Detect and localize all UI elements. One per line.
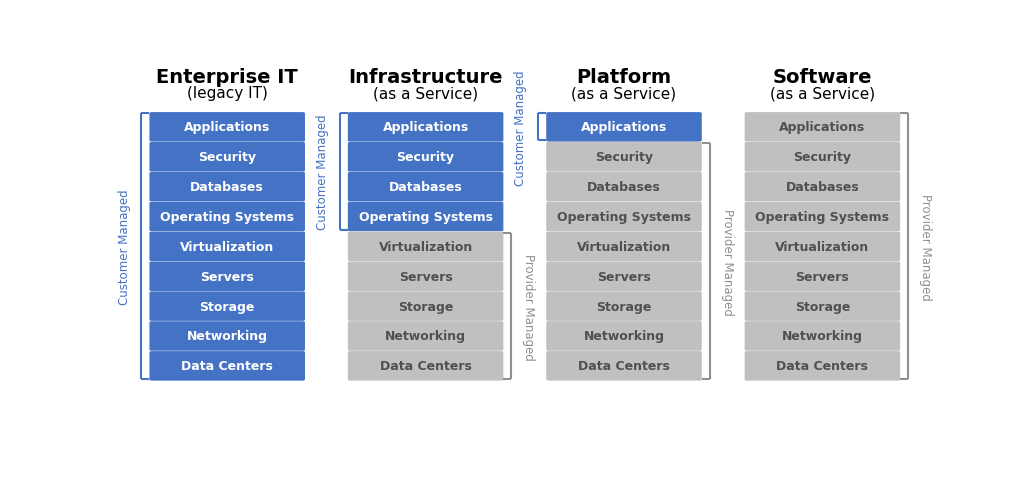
- FancyBboxPatch shape: [546, 202, 701, 232]
- Text: Servers: Servers: [201, 270, 254, 283]
- Text: Networking: Networking: [186, 330, 267, 343]
- Text: Databases: Databases: [389, 181, 463, 194]
- Text: Applications: Applications: [779, 121, 865, 134]
- FancyBboxPatch shape: [150, 143, 305, 172]
- FancyBboxPatch shape: [348, 292, 504, 321]
- Text: Networking: Networking: [782, 330, 863, 343]
- Text: Networking: Networking: [385, 330, 466, 343]
- FancyBboxPatch shape: [744, 321, 900, 351]
- Text: Security: Security: [595, 151, 653, 164]
- FancyBboxPatch shape: [744, 292, 900, 321]
- FancyBboxPatch shape: [744, 202, 900, 232]
- FancyBboxPatch shape: [546, 143, 701, 172]
- Text: Security: Security: [396, 151, 455, 164]
- FancyBboxPatch shape: [150, 351, 305, 381]
- FancyBboxPatch shape: [348, 232, 504, 261]
- FancyBboxPatch shape: [546, 113, 701, 142]
- Text: Virtualization: Virtualization: [577, 241, 671, 253]
- FancyBboxPatch shape: [150, 262, 305, 291]
- Text: Data Centers: Data Centers: [579, 360, 670, 373]
- Text: Platform: Platform: [577, 67, 672, 86]
- Text: Operating Systems: Operating Systems: [557, 211, 691, 224]
- FancyBboxPatch shape: [150, 202, 305, 232]
- FancyBboxPatch shape: [348, 143, 504, 172]
- Text: Databases: Databases: [190, 181, 264, 194]
- Text: Applications: Applications: [581, 121, 667, 134]
- Text: Databases: Databases: [785, 181, 859, 194]
- Text: Servers: Servers: [597, 270, 651, 283]
- FancyBboxPatch shape: [546, 321, 701, 351]
- Text: Virtualization: Virtualization: [180, 241, 274, 253]
- Text: Storage: Storage: [200, 300, 255, 313]
- Text: (as a Service): (as a Service): [571, 86, 677, 101]
- Text: Provider Managed: Provider Managed: [920, 194, 932, 300]
- Text: Storage: Storage: [398, 300, 454, 313]
- FancyBboxPatch shape: [546, 232, 701, 261]
- Text: Networking: Networking: [584, 330, 665, 343]
- Text: Infrastructure: Infrastructure: [348, 67, 503, 86]
- Text: Software: Software: [773, 67, 872, 86]
- FancyBboxPatch shape: [150, 292, 305, 321]
- Text: Customer Managed: Customer Managed: [118, 189, 130, 304]
- Text: Servers: Servers: [796, 270, 849, 283]
- FancyBboxPatch shape: [348, 113, 504, 142]
- Text: Security: Security: [199, 151, 256, 164]
- Text: Operating Systems: Operating Systems: [756, 211, 890, 224]
- Text: Customer Managed: Customer Managed: [316, 115, 329, 230]
- FancyBboxPatch shape: [744, 262, 900, 291]
- Text: Virtualization: Virtualization: [379, 241, 473, 253]
- FancyBboxPatch shape: [546, 172, 701, 202]
- Text: Provider Managed: Provider Managed: [721, 209, 733, 315]
- Text: Customer Managed: Customer Managed: [514, 70, 527, 185]
- Text: Data Centers: Data Centers: [776, 360, 868, 373]
- Text: Databases: Databases: [587, 181, 660, 194]
- Text: Data Centers: Data Centers: [181, 360, 273, 373]
- Text: Servers: Servers: [398, 270, 453, 283]
- FancyBboxPatch shape: [150, 232, 305, 261]
- FancyBboxPatch shape: [546, 262, 701, 291]
- FancyBboxPatch shape: [744, 232, 900, 261]
- FancyBboxPatch shape: [150, 172, 305, 202]
- FancyBboxPatch shape: [348, 172, 504, 202]
- FancyBboxPatch shape: [348, 351, 504, 381]
- Text: Storage: Storage: [596, 300, 651, 313]
- Text: Virtualization: Virtualization: [775, 241, 869, 253]
- Text: (as a Service): (as a Service): [373, 86, 478, 101]
- Text: Applications: Applications: [184, 121, 270, 134]
- FancyBboxPatch shape: [348, 321, 504, 351]
- FancyBboxPatch shape: [744, 143, 900, 172]
- Text: Data Centers: Data Centers: [380, 360, 471, 373]
- FancyBboxPatch shape: [348, 202, 504, 232]
- Text: Operating Systems: Operating Systems: [358, 211, 493, 224]
- Text: Storage: Storage: [795, 300, 850, 313]
- Text: Applications: Applications: [383, 121, 469, 134]
- Text: (legacy IT): (legacy IT): [186, 86, 267, 101]
- FancyBboxPatch shape: [150, 113, 305, 142]
- Text: Enterprise IT: Enterprise IT: [157, 67, 298, 86]
- FancyBboxPatch shape: [546, 351, 701, 381]
- FancyBboxPatch shape: [744, 113, 900, 142]
- FancyBboxPatch shape: [546, 292, 701, 321]
- Text: (as a Service): (as a Service): [770, 86, 874, 101]
- Text: Provider Managed: Provider Managed: [522, 253, 536, 360]
- FancyBboxPatch shape: [150, 321, 305, 351]
- FancyBboxPatch shape: [744, 351, 900, 381]
- Text: Operating Systems: Operating Systems: [160, 211, 294, 224]
- FancyBboxPatch shape: [348, 262, 504, 291]
- Text: Security: Security: [794, 151, 851, 164]
- FancyBboxPatch shape: [744, 172, 900, 202]
